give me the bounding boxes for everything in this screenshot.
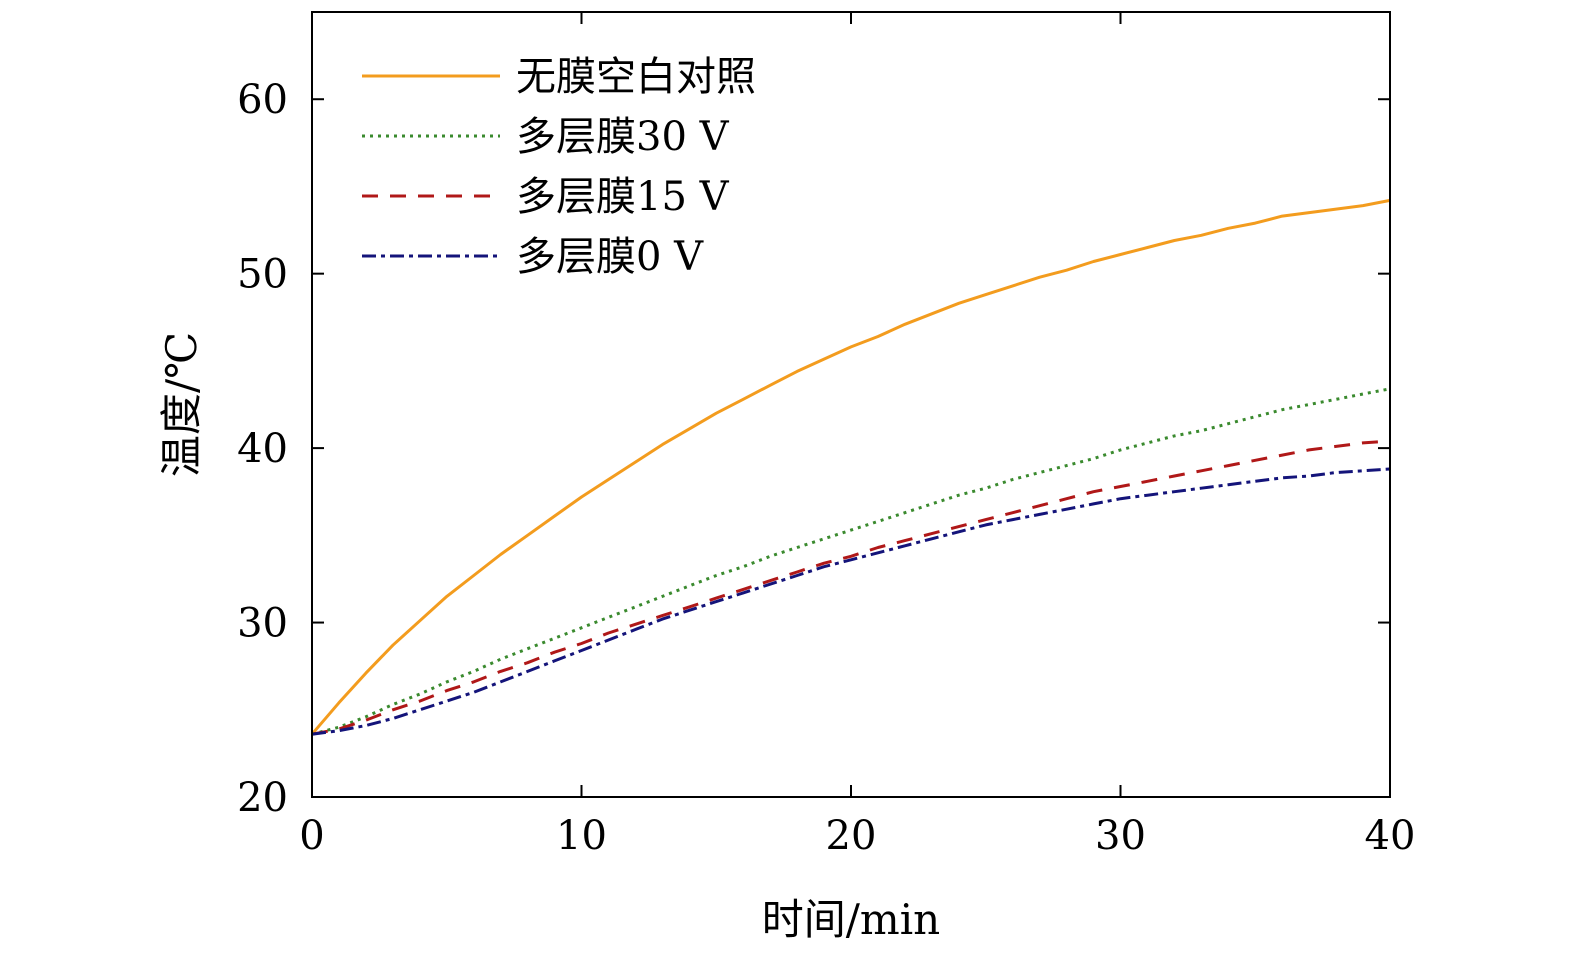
plot-area-frame bbox=[311, 11, 1391, 798]
x-axis-label: 时间/min bbox=[762, 895, 940, 944]
x-tick-label: 10 bbox=[556, 813, 607, 859]
series-line-2 bbox=[311, 387, 1391, 736]
y-axis-label: 温度/℃ bbox=[157, 332, 206, 477]
legend-label-4: 多层膜0 V bbox=[516, 234, 704, 280]
axis-ticks: 0 10 20 30 40 20 30 40 50 60 bbox=[237, 12, 1415, 859]
series-line-4 bbox=[311, 467, 1391, 736]
y-tick-label: 40 bbox=[237, 426, 288, 472]
series-line-3 bbox=[311, 439, 1391, 736]
series-line-1 bbox=[310, 198, 1391, 736]
y-tick-label: 60 bbox=[237, 77, 288, 123]
x-tick-label: 30 bbox=[1095, 813, 1146, 859]
y-tick-label: 20 bbox=[237, 775, 288, 821]
y-tick-label: 30 bbox=[237, 601, 288, 647]
x-tick-label: 0 bbox=[299, 813, 324, 859]
legend-label-3: 多层膜15 V bbox=[516, 174, 730, 220]
y-tick-label: 50 bbox=[237, 252, 288, 298]
series-layer bbox=[310, 198, 1391, 736]
legend-label-1: 无膜空白对照 bbox=[516, 54, 756, 100]
x-tick-label: 20 bbox=[826, 813, 877, 859]
legend-label-2: 多层膜30 V bbox=[516, 114, 730, 160]
x-tick-label: 40 bbox=[1365, 813, 1416, 859]
